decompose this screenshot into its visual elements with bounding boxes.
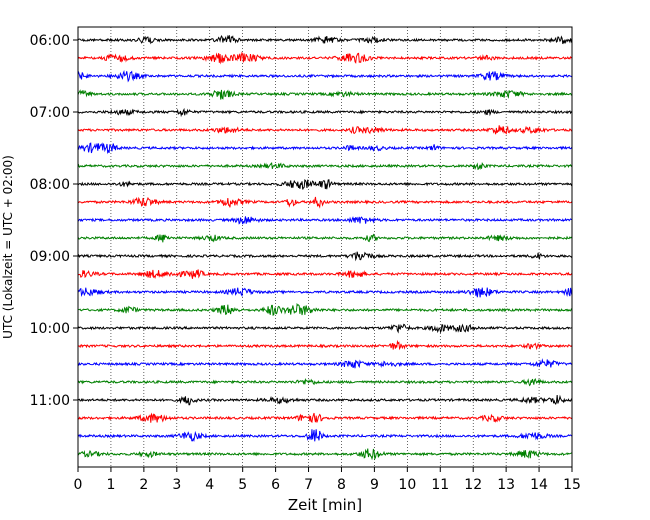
y-axis-label: UTC (Lokalzeit = UTC + 02:00) xyxy=(1,155,15,339)
seismic-traces xyxy=(77,34,573,461)
x-tick-label: 12 xyxy=(464,477,482,493)
trace-line xyxy=(77,142,573,155)
trace-line xyxy=(77,412,573,424)
plot-frame xyxy=(77,26,573,468)
x-tick-label: 14 xyxy=(530,477,548,493)
trace-line xyxy=(77,196,573,209)
trace-line xyxy=(77,216,573,225)
plot-background xyxy=(78,27,572,467)
x-tick-label: 2 xyxy=(139,477,148,493)
x-tick-label: 7 xyxy=(304,477,313,493)
trace-line xyxy=(77,69,573,83)
x-tick-label: 4 xyxy=(205,477,214,493)
trace-line xyxy=(77,251,573,262)
trace-line xyxy=(77,429,573,442)
x-tick-label: 8 xyxy=(337,477,346,493)
trace-line xyxy=(77,125,573,135)
trace-line xyxy=(77,178,573,190)
trace-line xyxy=(77,358,573,369)
x-tick-label: 0 xyxy=(74,477,83,493)
x-tick-label: 13 xyxy=(497,477,515,493)
trace-line xyxy=(77,51,573,65)
y-tick-label: 07:00 xyxy=(30,105,70,121)
x-tick-label: 5 xyxy=(238,477,247,493)
trace-line xyxy=(77,287,573,298)
trace-line xyxy=(77,107,573,118)
x-tick-label: 1 xyxy=(106,477,115,493)
trace-line xyxy=(77,394,573,406)
trace-line xyxy=(77,377,573,387)
x-tick-label: 6 xyxy=(271,477,280,493)
trace-line xyxy=(77,89,573,100)
trace-line xyxy=(77,34,573,45)
y-tick-label: 08:00 xyxy=(30,177,70,193)
trace-line xyxy=(77,162,573,171)
x-tick-label: 15 xyxy=(563,477,581,493)
trace-line xyxy=(77,448,573,461)
trace-line xyxy=(77,233,573,243)
y-tick-label: 11:00 xyxy=(30,393,70,409)
x-tick-label: 10 xyxy=(398,477,416,493)
grid-lines xyxy=(110,27,540,467)
y-axis-ticks: 06:00 07:00 08:00 09:00 10:00 11:00 xyxy=(30,33,78,409)
trace-line xyxy=(77,269,573,279)
y-tick-label: 06:00 xyxy=(30,33,70,49)
y-tick-label: 09:00 xyxy=(30,249,70,265)
y-tick-label: 10:00 xyxy=(30,321,70,337)
trace-line xyxy=(77,302,573,316)
trace-line xyxy=(77,323,573,334)
x-tick-label: 3 xyxy=(172,477,181,493)
x-axis-ticks: 0 1 2 3 4 5 6 7 8 9 10 11 12 13 14 15 xyxy=(74,467,581,493)
x-tick-label: 11 xyxy=(431,477,449,493)
trace-line xyxy=(77,339,573,351)
x-axis-label: Zeit [min] xyxy=(288,496,362,514)
x-tick-label: 9 xyxy=(370,477,379,493)
